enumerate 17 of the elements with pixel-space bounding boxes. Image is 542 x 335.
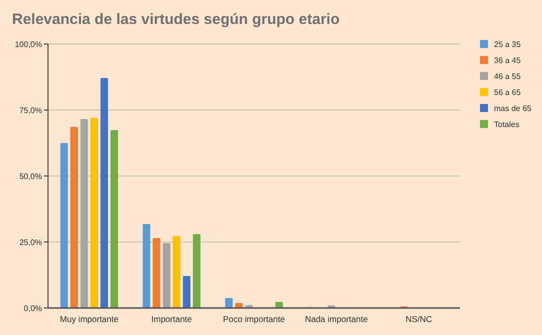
- legend-label: mas de 65: [494, 104, 532, 113]
- y-tick-label: 75,0%: [19, 106, 42, 115]
- x-tick-label: NS/NC: [406, 314, 432, 324]
- x-tick-label: Poco importante: [223, 314, 286, 324]
- y-tick-label: 0,0%: [24, 304, 42, 313]
- x-tick-label: Importante: [151, 314, 192, 324]
- y-tick-label: 25,0%: [19, 238, 42, 247]
- y-tick-label: 50,0%: [19, 172, 42, 181]
- legend-label: 25 a 35: [494, 40, 522, 49]
- y-tick-label: 100,0%: [14, 40, 42, 49]
- legend-label: Totales: [494, 120, 520, 129]
- x-tick-label: Muy importante: [60, 314, 119, 324]
- x-tick-label: Nada importante: [304, 314, 368, 324]
- legend-label: 56 a 65: [494, 88, 522, 97]
- legend-label: 36 a 45: [494, 56, 522, 65]
- legend-label: 46 a 55: [494, 72, 522, 81]
- chart-title: Relevancia de las virtudes según grupo etario: [12, 11, 340, 28]
